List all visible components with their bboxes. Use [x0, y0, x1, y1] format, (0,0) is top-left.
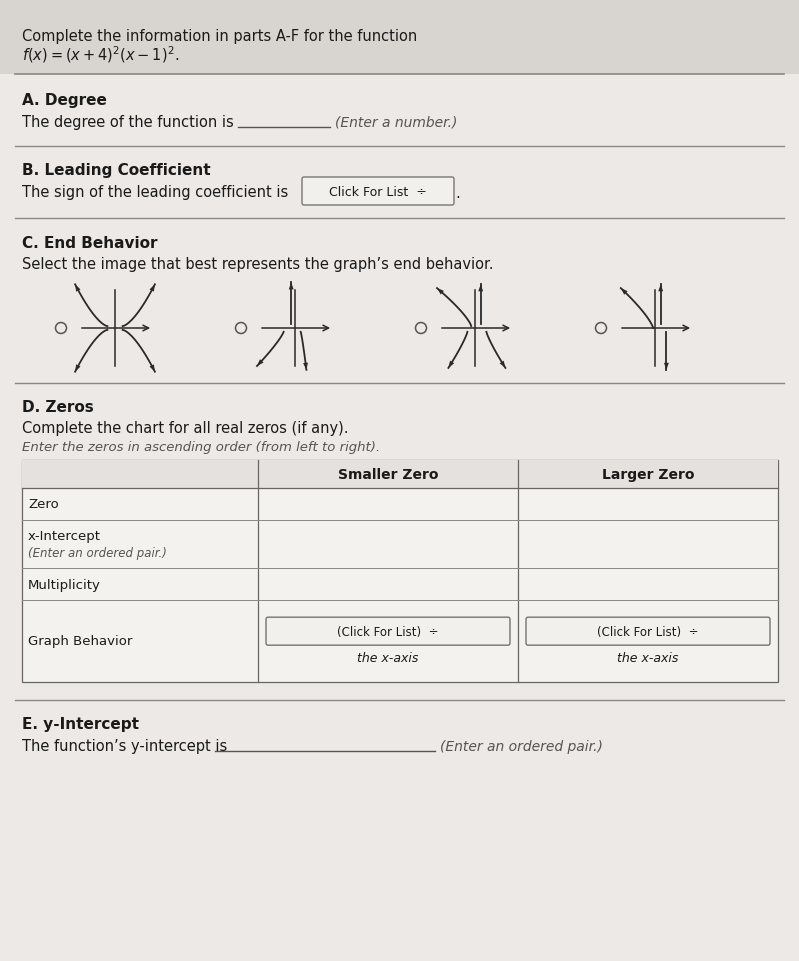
Bar: [22, 460, 778, 682]
Polygon shape: [437, 289, 444, 295]
Text: The degree of the function is: The degree of the function is: [22, 115, 234, 131]
Text: (Enter a number.): (Enter a number.): [335, 116, 457, 130]
FancyBboxPatch shape: [302, 178, 454, 206]
Text: Zero: Zero: [28, 498, 59, 511]
Polygon shape: [479, 285, 483, 292]
Text: Larger Zero: Larger Zero: [602, 467, 694, 481]
Text: Complete the information in parts A-F for the function: Complete the information in parts A-F fo…: [22, 29, 422, 43]
Text: .: .: [455, 185, 459, 200]
Bar: [22, 460, 778, 488]
Text: D. Zeros: D. Zeros: [22, 400, 93, 415]
FancyBboxPatch shape: [526, 618, 770, 646]
FancyBboxPatch shape: [266, 618, 510, 646]
Polygon shape: [149, 365, 155, 372]
Polygon shape: [149, 285, 155, 292]
Text: (Click For List)  ÷: (Click For List) ÷: [337, 625, 439, 638]
Text: Graph Behavior: Graph Behavior: [28, 635, 133, 648]
Text: Select the image that best represents the graph’s end behavior.: Select the image that best represents th…: [22, 258, 494, 272]
Bar: [0, 0, 799, 75]
Polygon shape: [621, 289, 627, 295]
Text: C. End Behavior: C. End Behavior: [22, 235, 157, 250]
Polygon shape: [664, 363, 669, 370]
Text: B. Leading Coefficient: B. Leading Coefficient: [22, 163, 211, 179]
Polygon shape: [288, 283, 294, 290]
Text: (Enter an ordered pair.): (Enter an ordered pair.): [440, 739, 603, 753]
Text: The function’s y-intercept is: The function’s y-intercept is: [22, 739, 227, 753]
Text: the x-axis: the x-axis: [357, 651, 419, 664]
Text: Click For List  ÷: Click For List ÷: [329, 185, 427, 198]
Text: A. Degree: A. Degree: [22, 93, 107, 109]
Text: Complete the chart for all real zeros (if any).: Complete the chart for all real zeros (i…: [22, 421, 348, 436]
Polygon shape: [658, 285, 663, 292]
Text: E. y-Intercept: E. y-Intercept: [22, 717, 139, 731]
Polygon shape: [75, 365, 81, 372]
Text: $f(x) = (x + 4)^2(x - 1)^2$.: $f(x) = (x + 4)^2(x - 1)^2$.: [22, 44, 179, 65]
Text: The sign of the leading coefficient is: The sign of the leading coefficient is: [22, 185, 288, 200]
Text: (Enter an ordered pair.): (Enter an ordered pair.): [28, 547, 167, 559]
Text: Enter the zeros in ascending order (from left to right).: Enter the zeros in ascending order (from…: [22, 441, 380, 454]
Text: (Click For List)  ÷: (Click For List) ÷: [597, 625, 699, 638]
Polygon shape: [448, 361, 454, 368]
Text: x-Intercept: x-Intercept: [28, 530, 101, 542]
Polygon shape: [303, 363, 308, 370]
Polygon shape: [75, 285, 81, 292]
Text: Multiplicity: Multiplicity: [28, 578, 101, 591]
Polygon shape: [499, 361, 506, 368]
Text: the x-axis: the x-axis: [618, 651, 678, 664]
Polygon shape: [257, 359, 264, 366]
Text: Smaller Zero: Smaller Zero: [338, 467, 438, 481]
